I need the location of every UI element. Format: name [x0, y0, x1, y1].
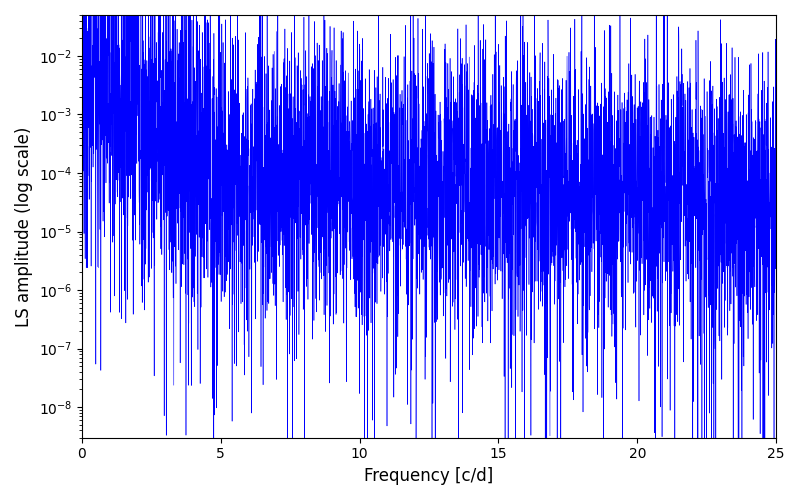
Y-axis label: LS amplitude (log scale): LS amplitude (log scale): [15, 126, 33, 326]
X-axis label: Frequency [c/d]: Frequency [c/d]: [364, 467, 494, 485]
